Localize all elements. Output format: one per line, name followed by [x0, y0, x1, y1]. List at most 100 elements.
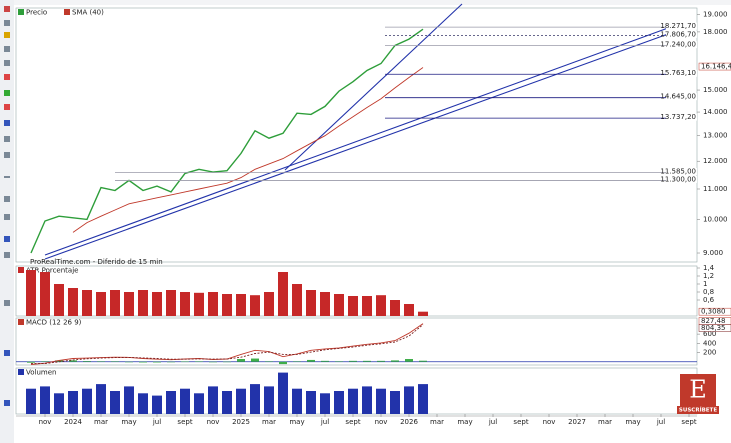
x-tick-label: sept: [681, 418, 696, 426]
source-note: ProRealTime.com - Diferido de 15 min: [30, 258, 163, 266]
bar: [320, 292, 330, 316]
histogram-bar: [153, 361, 161, 363]
x-tick-label: nov: [543, 418, 556, 426]
histogram-bar: [237, 359, 245, 362]
bar: [334, 294, 344, 316]
bar: [180, 292, 190, 316]
bar: [404, 304, 414, 316]
bar: [82, 290, 92, 316]
bar: [124, 386, 134, 414]
bar: [166, 391, 176, 414]
bar: [138, 290, 148, 316]
badge-text: SUSCRÍBETE: [679, 406, 717, 414]
histogram-bar: [265, 361, 273, 362]
y-tick-label: 400: [703, 339, 716, 347]
panel-title-box: [18, 319, 24, 325]
bar: [278, 372, 288, 414]
bar: [278, 272, 288, 316]
y-tick-label: 0,8: [703, 288, 714, 296]
bar: [236, 294, 246, 316]
legend-label: Precio: [26, 9, 47, 17]
bar: [362, 296, 372, 316]
last-value-label: 827,48: [701, 317, 726, 325]
x-tick-label: 2027: [568, 418, 586, 426]
level-label: 11.585,00: [660, 167, 696, 175]
bar: [194, 393, 204, 414]
level-label-box: [666, 30, 697, 38]
bar: [138, 393, 148, 414]
y-tick-label: 1,4: [703, 264, 715, 272]
bar: [166, 290, 176, 316]
histogram-bar: [223, 361, 231, 363]
histogram-bar: [111, 361, 119, 362]
level-label: 13.737,20: [660, 113, 696, 121]
histogram-bar: [125, 361, 133, 363]
x-tick-label: nov: [375, 418, 388, 426]
x-tick-label: may: [625, 418, 640, 426]
y-tick-label: 200: [703, 349, 716, 357]
bar: [26, 388, 36, 414]
level-label-box: [666, 175, 697, 183]
y-tick-label: 13.000: [703, 132, 728, 140]
badge[interactable]: E SUSCRÍBETE: [677, 374, 719, 414]
bar: [334, 391, 344, 414]
y-tick-label: 12.000: [703, 157, 728, 165]
last-value-box: [698, 324, 731, 332]
last-value-label: 804,35: [701, 324, 726, 332]
histogram-bar: [335, 361, 343, 362]
last-value-box: [698, 307, 731, 316]
bar: [26, 270, 36, 316]
level-label-box: [666, 167, 697, 175]
bar: [208, 292, 218, 316]
x-tick-label: sept: [513, 418, 528, 426]
x-tick-label: may: [121, 418, 136, 426]
bar: [390, 391, 400, 414]
bar: [390, 300, 400, 316]
histogram-bar: [209, 361, 217, 363]
level-label-box: [666, 113, 697, 121]
bar: [110, 290, 120, 316]
top-toolbar[interactable]: [14, 0, 731, 5]
histogram-bar: [167, 361, 175, 363]
histogram-bar: [41, 361, 49, 362]
bar: [404, 386, 414, 414]
bar: [96, 384, 106, 414]
bar: [250, 384, 260, 414]
bar: [222, 391, 232, 414]
bar: [68, 288, 78, 316]
bar: [376, 388, 386, 414]
bar: [152, 292, 162, 316]
bar: [180, 388, 190, 414]
level-label-box: [666, 93, 697, 101]
bar: [208, 386, 218, 414]
panel-title: ATR Porcentaje: [26, 267, 78, 275]
legend-label: SMA (40): [72, 9, 104, 17]
toolbar-icons[interactable]: [4, 6, 10, 406]
x-tick-label: jul: [488, 418, 497, 426]
bar: [306, 290, 316, 316]
histogram-bar: [377, 360, 385, 362]
histogram-bar: [195, 361, 203, 362]
histogram-bar: [69, 360, 77, 362]
histogram-bar: [181, 361, 189, 363]
y-tick-label: 1: [703, 280, 707, 288]
bar: [82, 388, 92, 414]
bar: [236, 388, 246, 414]
bar: [68, 391, 78, 414]
x-tick-label: mar: [94, 418, 108, 426]
y-tick-label: 1,2: [703, 272, 714, 280]
y-tick-label: 10.000: [703, 215, 728, 223]
last-value-box: [698, 62, 731, 71]
level-label: 11.300,00: [660, 175, 696, 183]
histogram-bar: [391, 360, 399, 362]
series-line: [31, 324, 424, 365]
x-tick-label: jul: [152, 418, 161, 426]
bar: [320, 393, 330, 414]
x-tick-label: sept: [345, 418, 360, 426]
left-toolbar[interactable]: [0, 0, 14, 443]
level-label: 17.240,00: [660, 41, 696, 49]
x-tick-label: mar: [598, 418, 612, 426]
histogram-bar: [27, 361, 35, 363]
y-tick-label: 9.000: [703, 249, 723, 257]
